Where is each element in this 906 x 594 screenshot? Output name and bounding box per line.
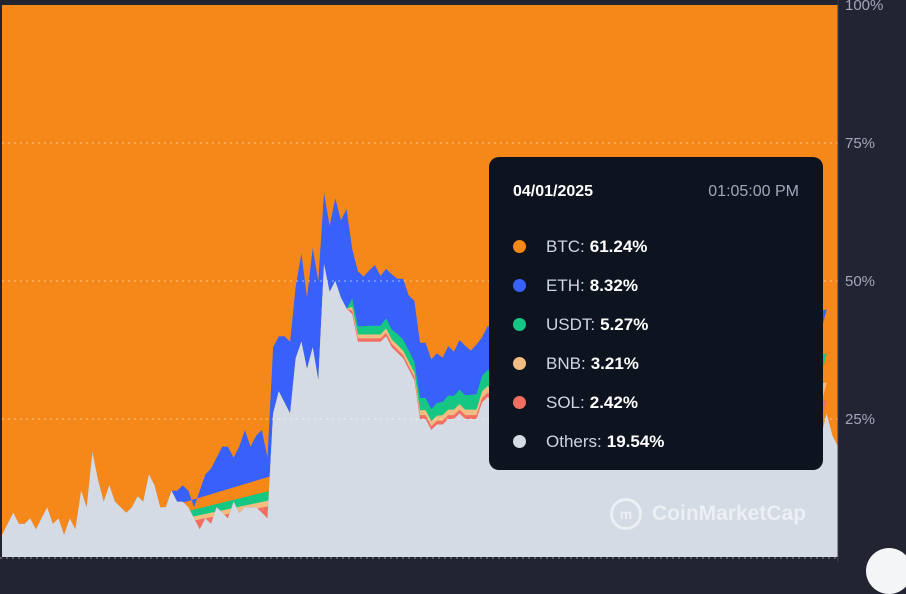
- tooltip-row: ETH: 8.32%: [513, 266, 664, 305]
- watermark-text: CoinMarketCap: [652, 502, 807, 525]
- corner-button[interactable]: [866, 548, 906, 594]
- tooltip-series-name: USDT:: [546, 314, 596, 334]
- tooltip-series-value: 61.24%: [589, 236, 648, 256]
- tooltip-series-name: Others:: [546, 431, 602, 451]
- coinmarketcap-logo-icon: m: [610, 498, 642, 530]
- tooltip-series-name: ETH:: [546, 275, 585, 295]
- series-area-others: [2, 264, 838, 557]
- tooltip-row: USDT: 5.27%: [513, 305, 664, 344]
- coinmarketcap-watermark: m CoinMarketCap: [610, 498, 806, 530]
- tooltip-rows: BTC: 61.24% ETH: 8.32% USDT: 5.27% BNB: 3.21% SO…: [513, 227, 664, 461]
- tooltip-row: BTC: 61.24%: [513, 227, 664, 266]
- tooltip-series-name: SOL:: [546, 392, 585, 412]
- legend-dot-icon: [513, 396, 526, 409]
- tooltip-series-value: 8.32%: [589, 275, 638, 295]
- y-tick-label: 50%: [845, 273, 875, 290]
- chart-tooltip: 04/01/2025 01:05:00 PM BTC: 61.24% ETH: 8.3…: [489, 157, 823, 470]
- tooltip-row: Others: 19.54%: [513, 422, 664, 461]
- tooltip-series-value: 19.54%: [606, 431, 665, 451]
- legend-dot-icon: [513, 318, 526, 331]
- tooltip-series-value: 3.21%: [590, 353, 639, 373]
- y-tick-label: 75%: [845, 135, 875, 152]
- legend-dot-icon: [513, 435, 526, 448]
- legend-dot-icon: [513, 279, 526, 292]
- tooltip-time: 01:05:00 PM: [708, 183, 799, 200]
- y-tick-label: 25%: [845, 411, 875, 428]
- y-tick-label: 100%: [845, 0, 883, 14]
- tooltip-series-value: 5.27%: [600, 314, 649, 334]
- tooltip-date: 04/01/2025: [513, 183, 594, 200]
- tooltip-series-name: BTC:: [546, 236, 585, 256]
- legend-dot-icon: [513, 357, 526, 370]
- tooltip-series-name: BNB:: [546, 353, 586, 373]
- legend-dot-icon: [513, 240, 526, 253]
- tooltip-row: BNB: 3.21%: [513, 344, 664, 383]
- tooltip-series-value: 2.42%: [589, 392, 638, 412]
- tooltip-row: SOL: 2.42%: [513, 383, 664, 422]
